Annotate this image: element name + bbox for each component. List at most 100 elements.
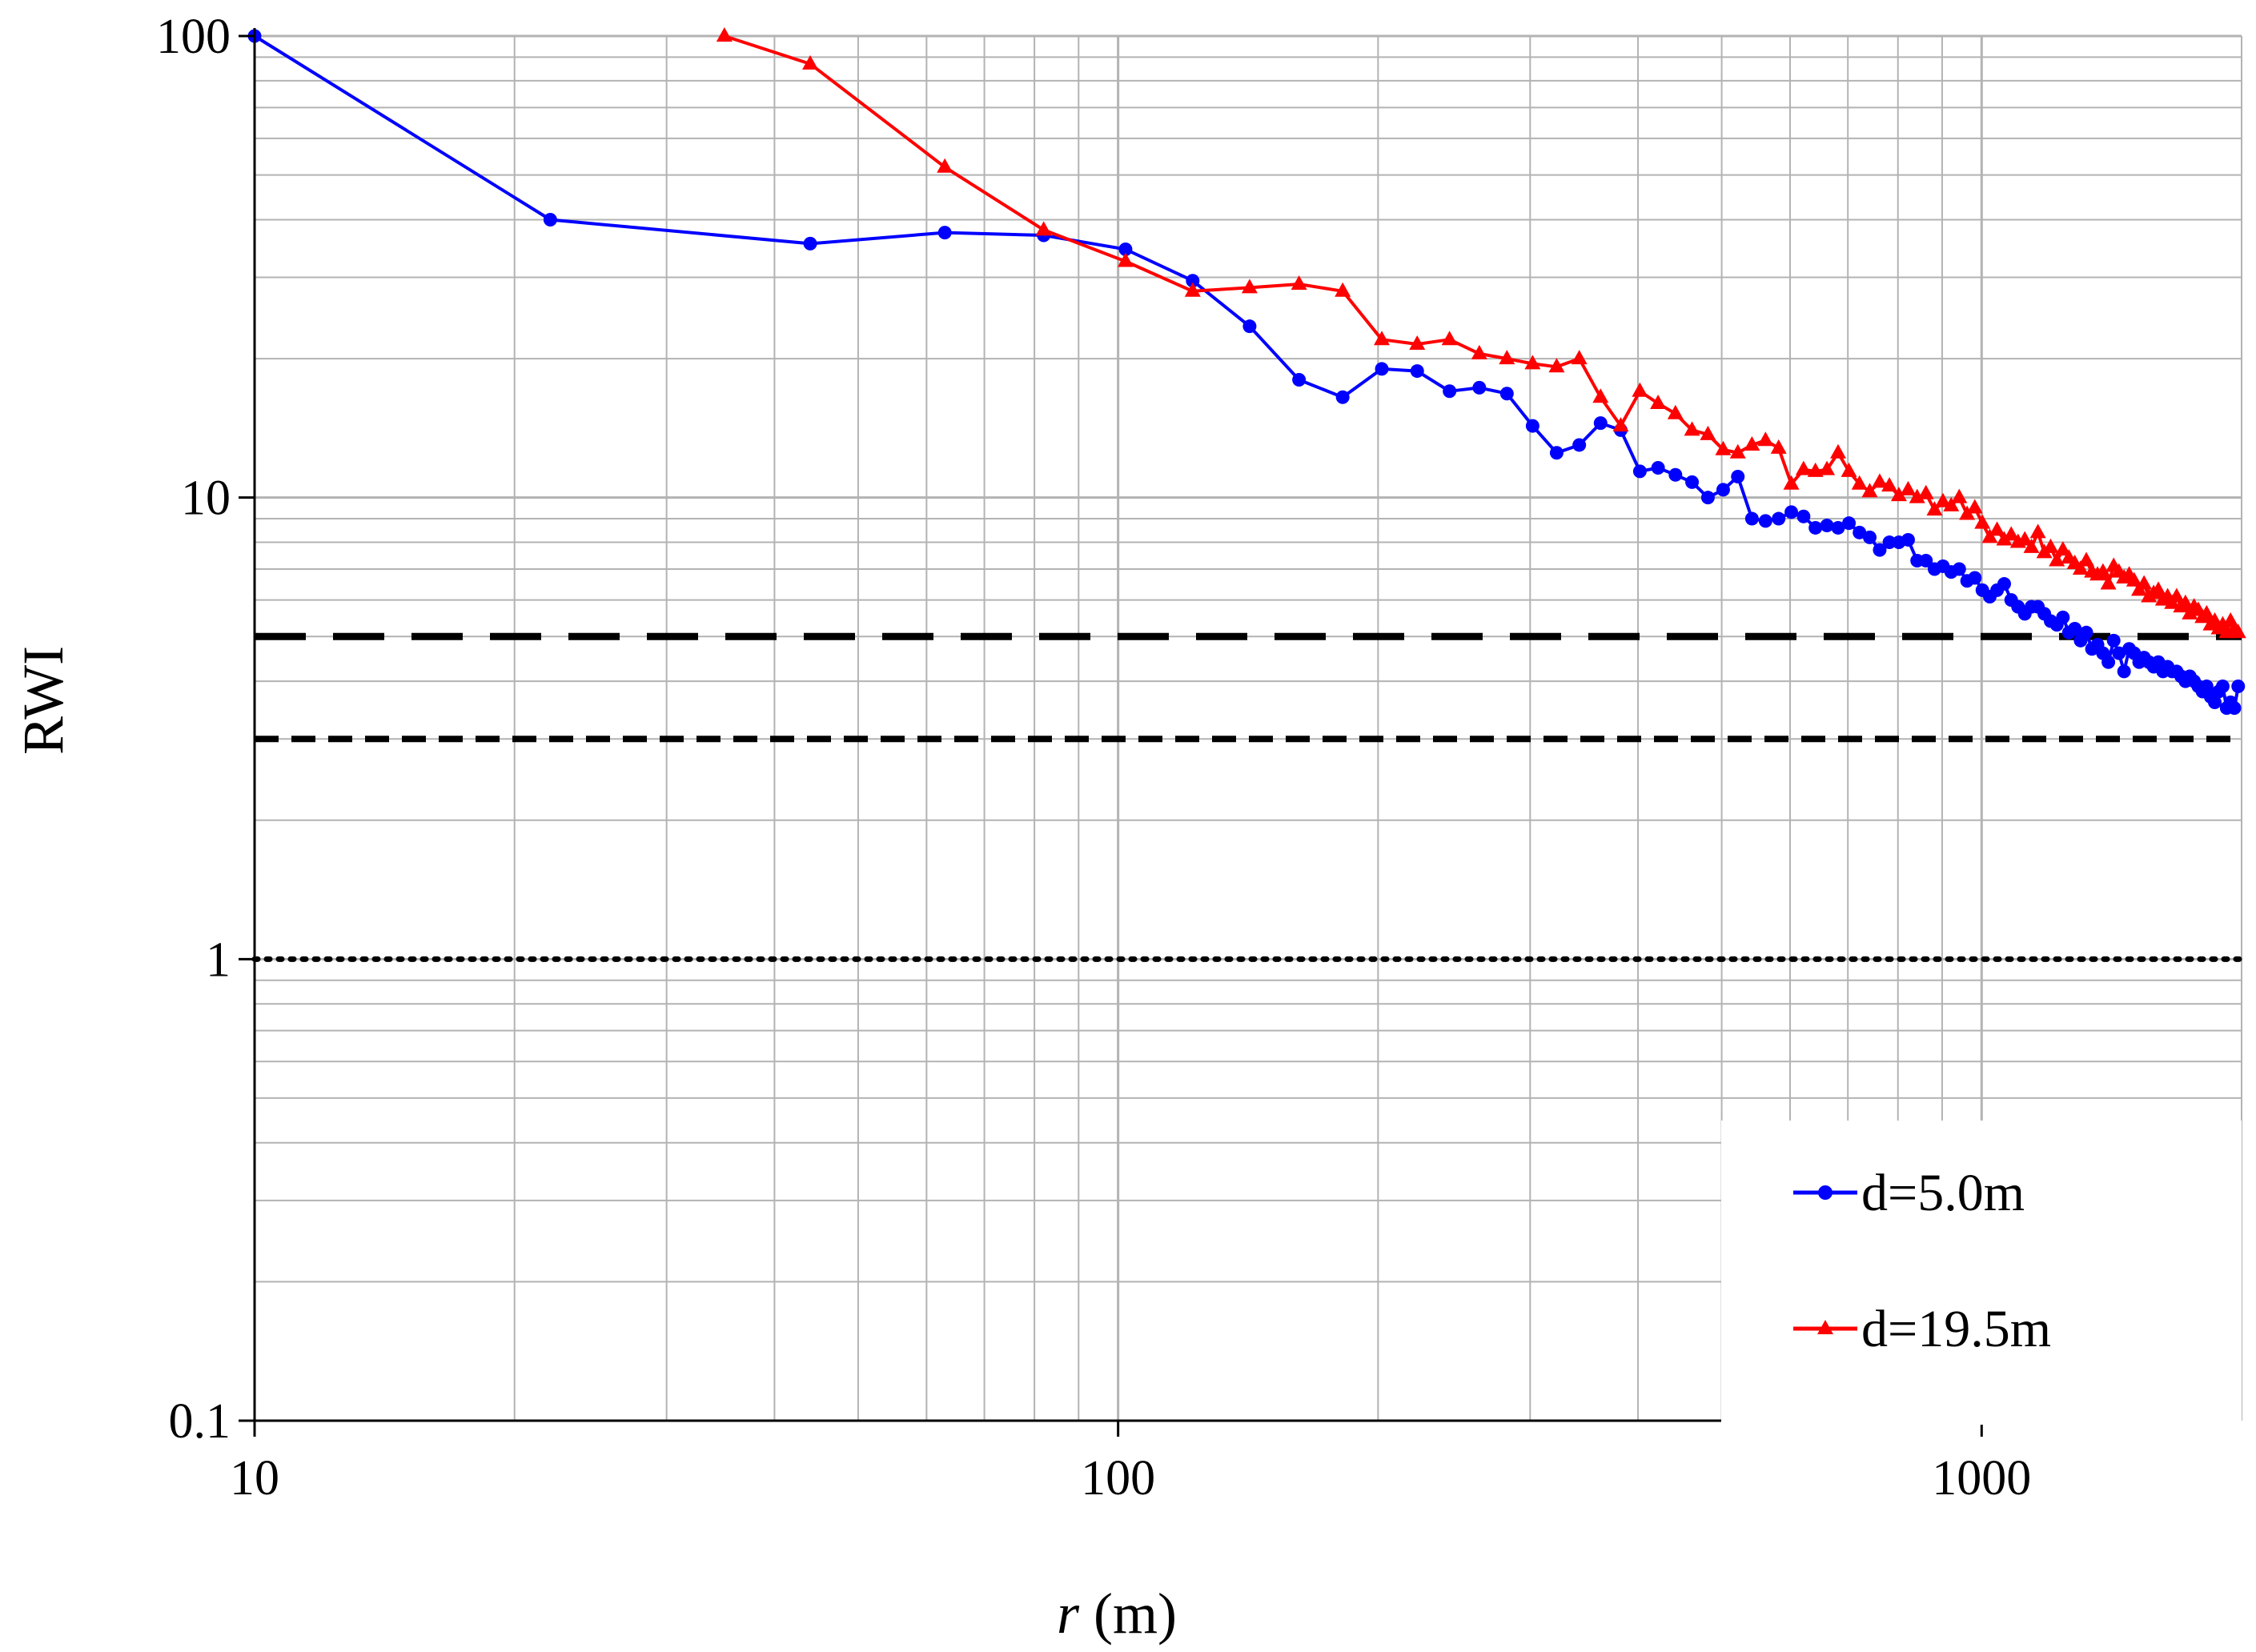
data-point [1842, 516, 1857, 531]
data-point [1700, 491, 1715, 505]
x-axis-title: r (m) [1057, 1582, 1177, 1646]
data-point [1784, 505, 1799, 519]
data-point [1863, 530, 1877, 544]
data-point [543, 212, 557, 227]
data-point [1715, 440, 1732, 455]
data-point [1881, 477, 1898, 492]
series-layer [247, 27, 2246, 716]
data-point [2126, 571, 2142, 587]
data-point [2029, 523, 2046, 539]
data-point [2168, 587, 2185, 603]
data-point [1744, 511, 1759, 526]
data-point [2056, 610, 2070, 624]
data-point [1650, 394, 1667, 409]
data-point [1651, 460, 1665, 475]
data-point [1974, 514, 1991, 529]
data-point [1851, 475, 1868, 490]
data-point [1968, 571, 1982, 585]
data-point [2079, 625, 2093, 640]
data-point [1819, 460, 1836, 475]
data-point [1524, 355, 1541, 370]
data-point [1186, 274, 1200, 288]
data-point [2072, 559, 2089, 575]
legend-box [1721, 1121, 2242, 1425]
data-point [1241, 279, 1258, 294]
data-point [1882, 535, 1897, 550]
data-point [1117, 252, 1134, 267]
data-point [1795, 460, 1812, 475]
data-point [1409, 335, 1426, 350]
data-point [1770, 439, 1787, 454]
data-point [2094, 563, 2111, 578]
data-point [1997, 577, 2011, 591]
series-2 [716, 27, 2246, 639]
data-point [1861, 483, 1878, 498]
legend-label-1: d=5.0m [1861, 1164, 2025, 1222]
x-axis-title-unit: (m) [1079, 1582, 1177, 1646]
data-point [2227, 701, 2242, 716]
data-point [1410, 364, 1424, 379]
data-point [1758, 514, 1772, 528]
data-point [2101, 655, 2116, 669]
data-point [2100, 575, 2117, 590]
series-1 [247, 29, 2246, 716]
data-point [1335, 390, 1350, 404]
data-point [1499, 387, 1514, 401]
x-tick-label: 10 [230, 1451, 279, 1506]
data-point [2054, 541, 2071, 556]
data-point [1952, 562, 1966, 576]
legend: d=5.0m d=19.5m [1721, 1121, 2242, 1425]
data-point [1926, 501, 1943, 516]
data-point [1700, 425, 1716, 440]
data-point [1807, 462, 1824, 477]
data-point [2150, 581, 2167, 596]
series-line [253, 34, 2240, 710]
legend-entry-2: d=19.5m [1793, 1300, 2051, 1358]
data-point [2003, 526, 2020, 541]
data-point [1873, 543, 1887, 557]
data-point [1731, 470, 1745, 484]
data-point [1548, 358, 1565, 373]
data-point [1744, 435, 1760, 451]
x-axis-title-var: r [1057, 1582, 1080, 1646]
data-point [1549, 446, 1564, 460]
data-point [1184, 282, 1201, 297]
data-point [1919, 553, 1933, 567]
data-point [2017, 531, 2033, 546]
data-point [1612, 417, 1629, 432]
data-point [1335, 282, 1351, 297]
data-point [1871, 473, 1888, 488]
data-point [2042, 538, 2059, 553]
data-point [2231, 679, 2246, 693]
data-point [1632, 382, 1648, 397]
data-point [1783, 475, 1800, 490]
data-point [1035, 221, 1052, 236]
y-tick-label: 10 [181, 471, 231, 526]
data-point [1808, 520, 1823, 535]
data-point [2049, 551, 2065, 567]
data-point [2106, 633, 2121, 648]
data-point [1525, 419, 1539, 433]
data-point [1951, 488, 1968, 503]
data-point [2208, 696, 2222, 710]
data-point [2218, 624, 2235, 639]
data-point [1667, 404, 1684, 419]
data-point [1375, 362, 1389, 376]
data-point [2230, 624, 2246, 639]
data-point [1901, 532, 1915, 547]
data-point [1118, 243, 1133, 257]
data-point [1571, 350, 1588, 365]
legend-entry-1: d=5.0m [1793, 1164, 2025, 1222]
data-point [1499, 350, 1515, 365]
data-point [2215, 679, 2230, 693]
data-point [2136, 575, 2153, 590]
data-point [1830, 443, 1847, 459]
data-point [1684, 421, 1700, 436]
data-point [1996, 531, 2013, 546]
data-point [1441, 331, 1458, 346]
legend-marker-1 [1818, 1185, 1832, 1200]
data-point [1909, 488, 1925, 503]
data-point [1592, 388, 1609, 403]
data-point [1593, 416, 1608, 431]
